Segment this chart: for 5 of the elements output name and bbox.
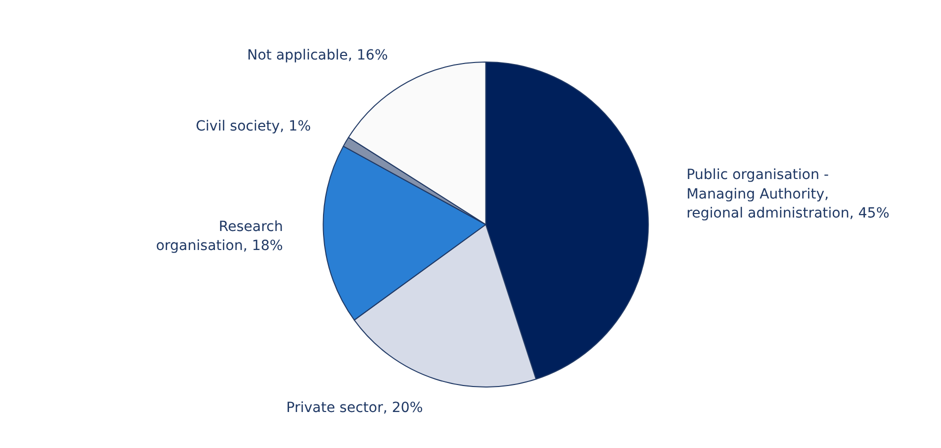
slice-label: Research organisation, 18% <box>156 219 283 254</box>
slice-label: Civil society, 1% <box>196 118 311 134</box>
slice-label: Not applicable, 16% <box>247 48 388 64</box>
slice-label: Public organisation - Managing Authority, regional administration, 45% <box>686 167 890 222</box>
slice-label: Private sector, 20% <box>286 400 423 416</box>
